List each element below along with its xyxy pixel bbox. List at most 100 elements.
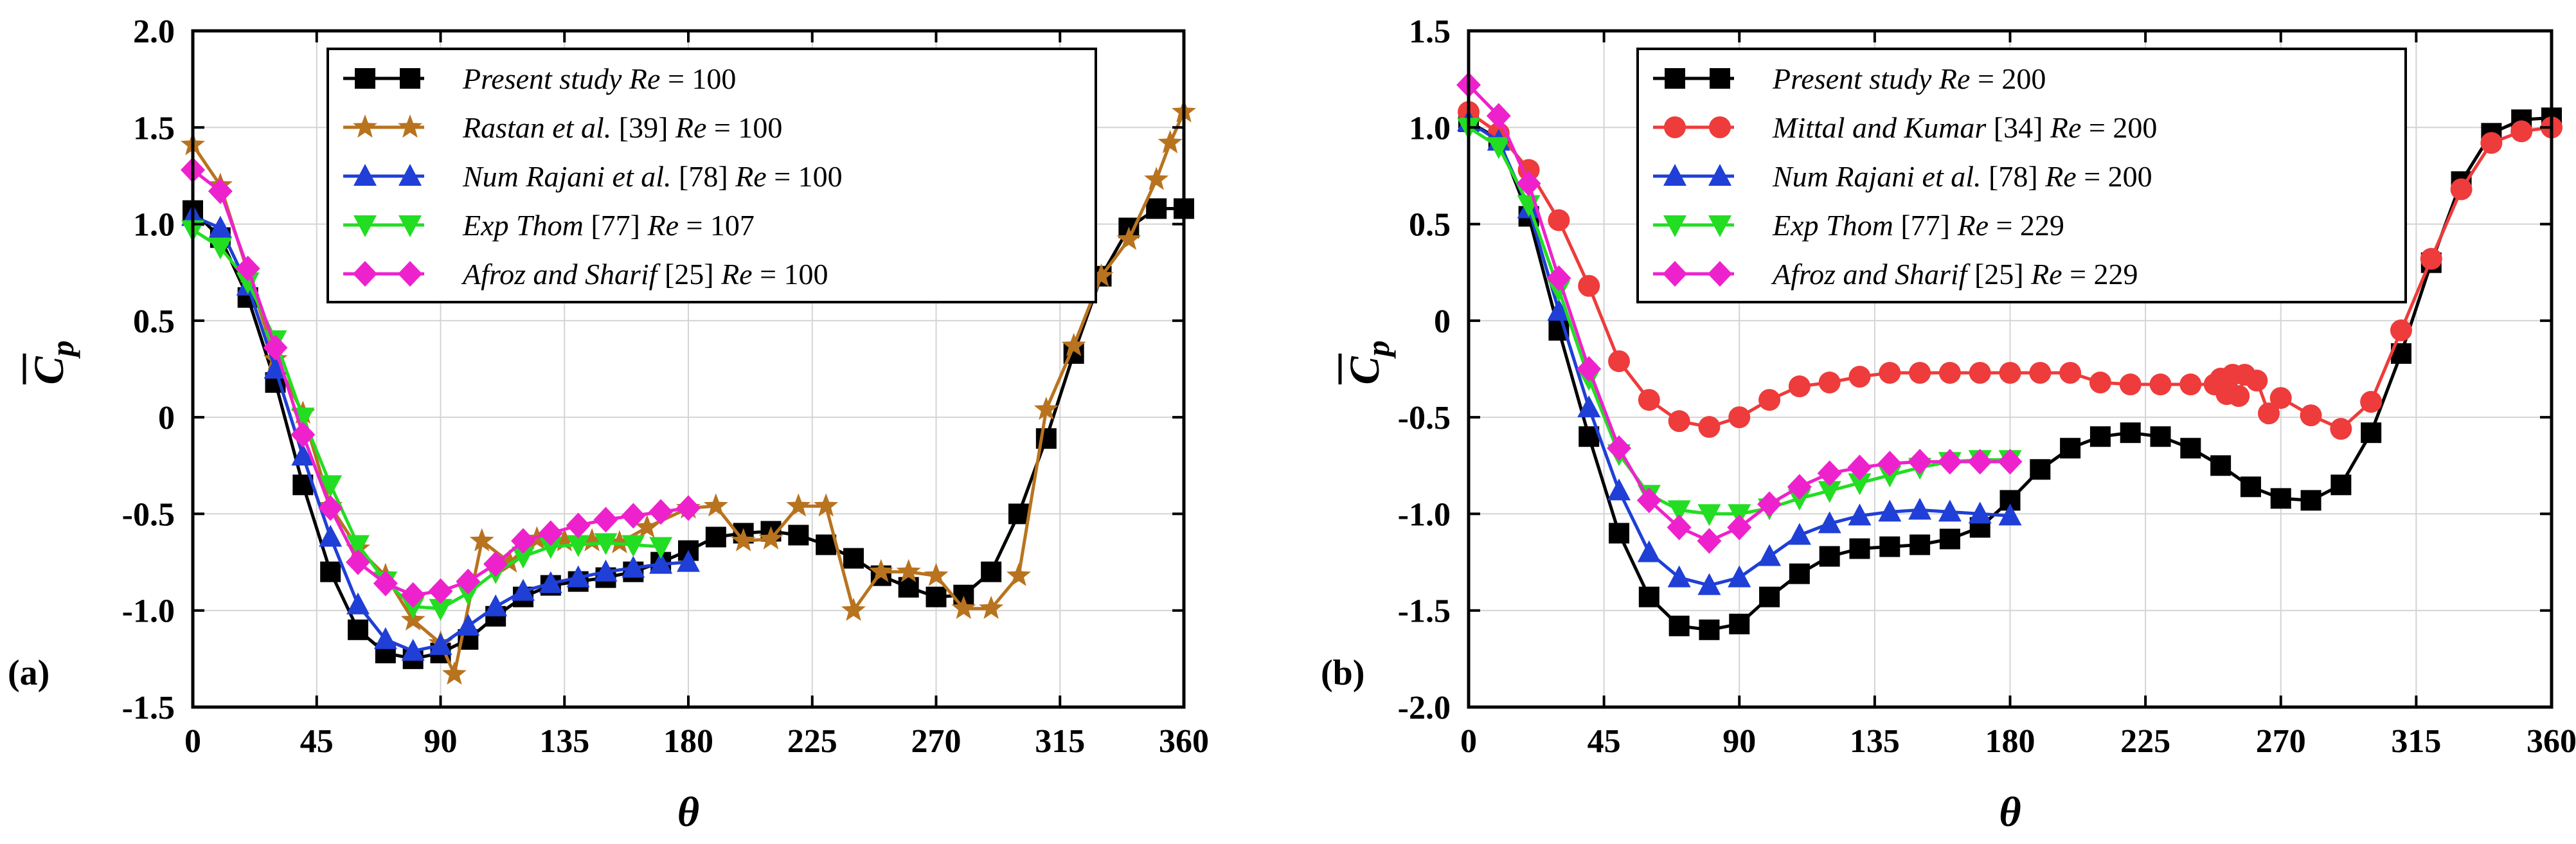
data-point bbox=[1908, 449, 1933, 475]
legend-entry: Exp Thom [77] Re = 229 bbox=[1653, 209, 2064, 242]
data-point bbox=[497, 549, 522, 573]
data-point bbox=[703, 493, 728, 517]
data-point bbox=[1608, 350, 1631, 372]
data-point bbox=[2228, 385, 2250, 408]
data-point bbox=[1848, 503, 1872, 526]
data-point bbox=[1607, 478, 1631, 501]
legend-box bbox=[1636, 48, 2407, 303]
data-point bbox=[1878, 465, 1902, 488]
data-point bbox=[1819, 546, 1840, 567]
data-point bbox=[346, 592, 370, 615]
data-point bbox=[1033, 397, 1059, 420]
data-point bbox=[677, 550, 700, 572]
x-tick-label: 135 bbox=[539, 723, 589, 760]
data-point bbox=[843, 548, 864, 569]
data-point bbox=[676, 495, 701, 521]
data-point bbox=[566, 512, 591, 539]
y-tick-label: 0.5 bbox=[1409, 207, 1451, 244]
data-point bbox=[649, 552, 673, 574]
legend-marker bbox=[1665, 68, 1685, 89]
x-tick-label: 270 bbox=[911, 723, 962, 760]
legend-entry: Num Rajani et al. [78] Re = 100 bbox=[343, 160, 843, 193]
y-tick-label: -1.5 bbox=[122, 690, 175, 726]
data-point bbox=[1697, 573, 1721, 595]
panel-a-chart: 0 45 90 135 180 225 270 315 360 -1.5 -1.0 -0.5 0 0.5 1… bbox=[8, 13, 1209, 836]
data-point bbox=[235, 255, 260, 282]
legend-label: Exp Thom [77] Re = 229 bbox=[1772, 209, 2064, 242]
data-point bbox=[512, 546, 535, 569]
x-tick-label: 315 bbox=[1035, 723, 1085, 760]
data-point bbox=[263, 334, 288, 361]
data-point bbox=[1938, 362, 1961, 384]
y-tick-label: -1.0 bbox=[1398, 496, 1451, 533]
data-point bbox=[484, 594, 508, 616]
data-point bbox=[621, 503, 646, 529]
data-point bbox=[1144, 166, 1169, 190]
data-point bbox=[1787, 523, 1811, 545]
data-point bbox=[1818, 372, 1841, 394]
legend: Present study Re = 200 Mittal and Kumar [… bbox=[1636, 48, 2407, 303]
legend-label: Present study Re = 200 bbox=[1772, 62, 2046, 95]
data-point bbox=[469, 528, 494, 552]
data-point bbox=[1848, 473, 1872, 496]
data-point bbox=[1577, 395, 1601, 418]
data-point bbox=[320, 561, 341, 582]
data-point bbox=[1967, 449, 1992, 475]
data-point bbox=[1908, 498, 1932, 520]
data-point bbox=[400, 607, 425, 631]
legend-marker bbox=[1663, 215, 1686, 237]
y-tick-label: -2.0 bbox=[1398, 690, 1451, 726]
legend-label: Afroz and Sharif [25] Re = 229 bbox=[1771, 258, 2138, 291]
y-tick-label: 0.5 bbox=[133, 303, 175, 340]
legend-entry: Mittal and Kumar [34] Re = 200 bbox=[1653, 111, 2157, 144]
legend-label: Present study Re = 100 bbox=[462, 62, 736, 95]
data-point bbox=[1547, 298, 1571, 321]
data-point bbox=[648, 499, 674, 525]
data-point bbox=[1517, 159, 1540, 181]
data-point bbox=[2119, 373, 2142, 396]
data-point bbox=[2510, 120, 2533, 143]
data-point bbox=[442, 661, 467, 685]
data-point bbox=[2030, 459, 2051, 480]
legend-marker bbox=[355, 68, 375, 89]
data-point bbox=[539, 571, 562, 593]
data-point bbox=[1667, 514, 1692, 541]
data-point bbox=[896, 559, 921, 582]
legend-marker bbox=[1708, 164, 1731, 186]
data-point bbox=[1547, 280, 1571, 302]
data-point bbox=[1758, 389, 1781, 411]
data-point bbox=[731, 528, 756, 552]
data-point bbox=[373, 570, 398, 597]
x-tick-label: 0 bbox=[1460, 723, 1477, 760]
data-point bbox=[2258, 402, 2280, 425]
data-point bbox=[1728, 565, 1751, 588]
panel-label: (a) bbox=[8, 653, 49, 693]
data-point bbox=[401, 638, 425, 661]
legend-label: Rastan et al. [39] Re = 100 bbox=[462, 111, 782, 144]
data-point bbox=[1668, 410, 1690, 433]
data-point bbox=[2150, 426, 2171, 447]
data-point bbox=[483, 551, 508, 577]
data-point bbox=[1879, 362, 1901, 384]
data-point bbox=[1788, 375, 1811, 398]
data-point bbox=[1849, 538, 1870, 559]
x-tick-label: 360 bbox=[1159, 723, 1209, 760]
data-point bbox=[2246, 370, 2268, 392]
x-tick-label: 0 bbox=[184, 723, 201, 760]
data-point bbox=[1728, 406, 1751, 429]
data-point bbox=[511, 528, 535, 554]
data-point bbox=[319, 525, 343, 547]
data-point bbox=[1638, 389, 1660, 411]
data-point bbox=[2120, 422, 2141, 444]
data-point bbox=[622, 555, 645, 578]
data-point bbox=[1817, 460, 1842, 487]
data-point bbox=[2300, 490, 2321, 511]
data-point bbox=[1969, 362, 1991, 384]
data-point bbox=[1879, 536, 1901, 557]
legend-marker bbox=[1710, 68, 1730, 89]
series-num-rajani-et-al- bbox=[181, 204, 700, 661]
data-point bbox=[2300, 404, 2322, 427]
legend-entry: Present study Re = 100 bbox=[343, 62, 736, 95]
x-tick-label: 45 bbox=[1588, 723, 1621, 760]
